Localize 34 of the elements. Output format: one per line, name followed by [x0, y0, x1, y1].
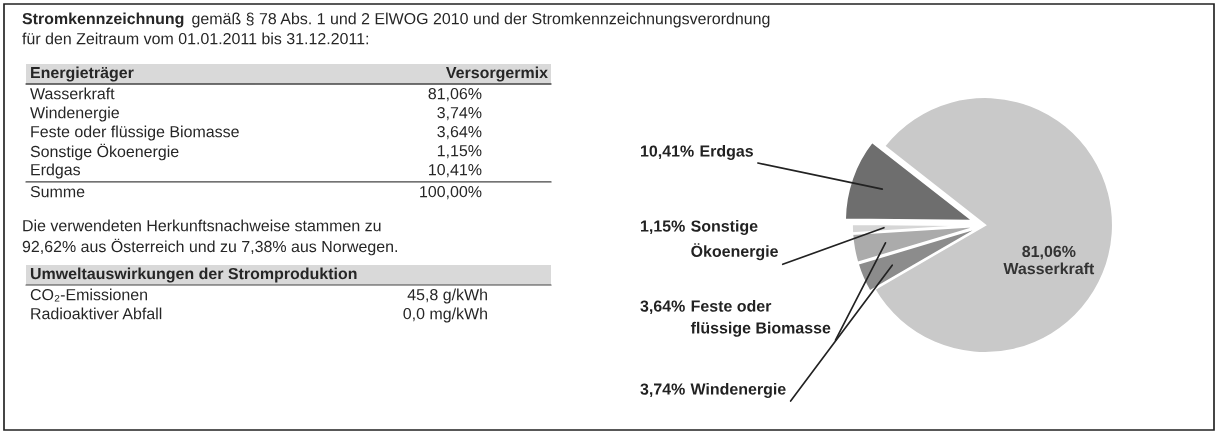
- data-label: 10,41%: [641, 145, 694, 160]
- text: Stromkennzeichnung: [22, 12, 184, 28]
- text: Feste oder flüssige Biomasse: [31, 125, 239, 141]
- text: Wasserkraft: [30, 87, 115, 100]
- text: CO₂-Emissionen: [30, 288, 147, 302]
- slice-label: Feste oder flüssige Biomasse: [690, 300, 831, 337]
- text: Sonstige Ökoenergie: [30, 143, 179, 161]
- text: 100,00%: [420, 185, 482, 200]
- slice-label: Wasserkraft: [1003, 262, 1095, 275]
- text: 1,15%: [437, 145, 482, 159]
- text: 81,06%: [428, 87, 482, 102]
- text: gemäß § 78 Abs. 1 und 2 ElWOG 2010 und der Stromkennzeichnungsverordnung: [192, 12, 770, 28]
- text: Die verwendeten Herkunftsnachweise stammen zu: [23, 219, 381, 232]
- text: Erdgas: [31, 163, 81, 179]
- text: 3,74%: [437, 106, 482, 121]
- text: 3,64%: [437, 125, 482, 140]
- text: Summe: [30, 185, 85, 198]
- text: 92,62% aus Österreich und zu 7,38% aus Norwegen.: [22, 238, 397, 256]
- text: 0,0 mg/kWh: [403, 307, 487, 323]
- slice-label: Erdgas: [700, 145, 753, 160]
- data-label: 1,15%: [641, 220, 685, 235]
- data-label: 81,06%: [1022, 245, 1076, 260]
- slice-label: Windenergie: [690, 383, 786, 398]
- text: für den Zeitraum vom 01.01.2011 bis 31.12.2011:: [22, 32, 369, 45]
- text: Versorgermix: [446, 66, 548, 82]
- data-label: 3,64%: [640, 300, 685, 315]
- data-label: 3,74%: [640, 383, 685, 398]
- text: Energieträger: [31, 66, 134, 82]
- text: Umweltauswirkungen der Stromproduktion: [30, 267, 357, 283]
- slice-label: Sonstige Ökoenergie: [691, 220, 778, 261]
- text: 10,41%: [429, 163, 482, 178]
- text: Windenergie: [30, 106, 119, 122]
- text: Radioaktiver Abfall: [31, 307, 162, 320]
- text: 45,8 g/kWh: [407, 288, 487, 304]
